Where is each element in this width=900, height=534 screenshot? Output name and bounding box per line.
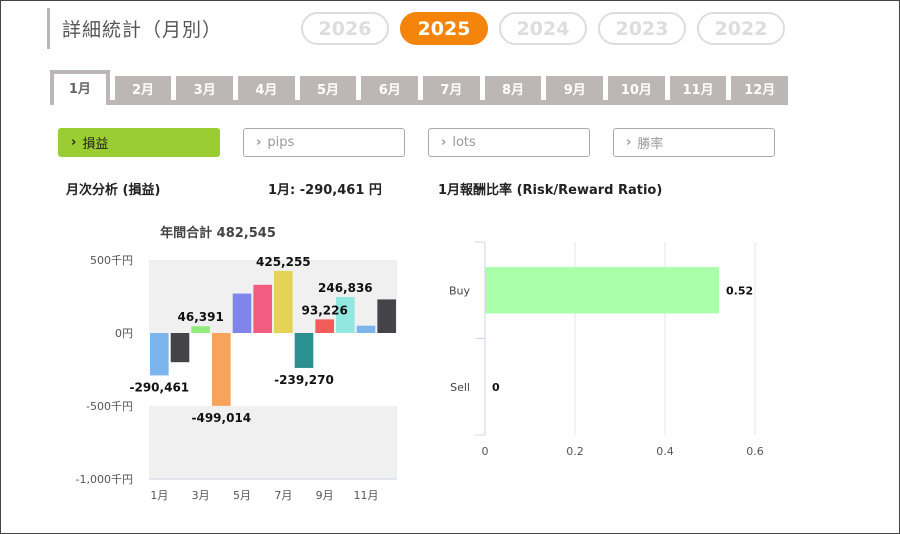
tab-month-6[interactable]: 6月 bbox=[361, 76, 419, 100]
chevron-right-icon: › bbox=[441, 135, 447, 150]
tab-month-10[interactable]: 10月 bbox=[608, 76, 665, 100]
y-tick-label: 500千円 bbox=[90, 254, 133, 267]
bar-3月 bbox=[191, 326, 210, 333]
data-label: -499,014 bbox=[192, 411, 252, 425]
plot-band bbox=[149, 333, 397, 406]
filter-pl-button[interactable]: › 損益 bbox=[58, 128, 220, 157]
bar-12月 bbox=[377, 299, 396, 333]
year-selector: 2026 2025 2024 2023 2022 bbox=[301, 12, 785, 45]
y-tick-label: 0円 bbox=[115, 327, 133, 340]
tab-month-12[interactable]: 12月 bbox=[731, 76, 789, 100]
plot-band bbox=[149, 406, 397, 479]
tab-month-9[interactable]: 9月 bbox=[546, 76, 604, 100]
bar-1月 bbox=[150, 333, 169, 376]
value-label-buy: 0.52 bbox=[726, 284, 753, 297]
month-tabs: 1月 2月 3月 4月 5月 6月 7月 8月 9月 10月 11月 12月 bbox=[50, 70, 789, 105]
bar-7月 bbox=[274, 270, 293, 333]
page-title-wrap: 詳細統計（月別） bbox=[47, 8, 222, 49]
year-button-2024[interactable]: 2024 bbox=[499, 12, 587, 45]
bar-8月 bbox=[294, 333, 314, 368]
tab-month-2[interactable]: 2月 bbox=[114, 76, 172, 100]
filter-winrate-button[interactable]: › 勝率 bbox=[613, 128, 775, 157]
monthly-pl-chart: 年間合計 482,545 500千円 0円 -500千円 -1,000千円 -290,46… bbox=[76, 225, 397, 502]
data-label: 46,391 bbox=[178, 310, 224, 324]
bar-10月 bbox=[336, 296, 355, 333]
filter-label: 勝率 bbox=[637, 137, 664, 152]
data-label: 425,255 bbox=[256, 255, 311, 269]
x-tick-label: 11月 bbox=[354, 489, 379, 502]
chevron-right-icon: › bbox=[256, 135, 262, 150]
x-tick-label: 9月 bbox=[316, 489, 334, 502]
plot-band bbox=[149, 260, 397, 333]
month-value-heading: 1月: -290,461 円 bbox=[268, 183, 382, 198]
tab-month-11[interactable]: 11月 bbox=[669, 76, 727, 100]
bar-2月 bbox=[170, 333, 190, 363]
filter-label: pips bbox=[267, 135, 295, 150]
tab-month-1[interactable]: 1月 bbox=[50, 70, 110, 105]
x-tick-label: 0.2 bbox=[566, 445, 584, 458]
category-label-buy: Buy bbox=[449, 284, 471, 297]
chevron-right-icon: › bbox=[626, 135, 632, 150]
data-label: -290,461 bbox=[130, 380, 190, 394]
monthly-analysis-heading: 月次分析 (損益) bbox=[66, 183, 161, 198]
category-label-sell: Sell bbox=[450, 381, 470, 394]
year-button-2023[interactable]: 2023 bbox=[598, 12, 686, 45]
tab-month-3[interactable]: 3月 bbox=[176, 76, 234, 100]
rr-ratio-chart: 0 0.2 0.4 0.6 Buy 0.52 Sell 0 bbox=[449, 241, 764, 458]
bar-11月 bbox=[356, 325, 376, 333]
data-label: -239,270 bbox=[274, 373, 334, 387]
bar-6月 bbox=[253, 284, 272, 333]
filter-pips-button[interactable]: › pips bbox=[243, 128, 405, 157]
y-tick-label: -1,000千円 bbox=[76, 473, 133, 486]
tab-month-4[interactable]: 4月 bbox=[238, 76, 295, 100]
filter-lots-button[interactable]: › lots bbox=[428, 128, 590, 157]
rr-ratio-heading: 1月報酬比率 (Risk/Reward Ratio) bbox=[438, 183, 663, 198]
filter-label: 損益 bbox=[82, 137, 109, 152]
tab-month-8[interactable]: 8月 bbox=[484, 76, 542, 100]
bar-9月 bbox=[315, 319, 334, 333]
tab-month-5[interactable]: 5月 bbox=[299, 76, 357, 100]
x-tick-label: 3月 bbox=[192, 489, 210, 502]
chart-title: 年間合計 482,545 bbox=[160, 225, 276, 241]
year-button-2026[interactable]: 2026 bbox=[301, 12, 389, 45]
tab-month-7[interactable]: 7月 bbox=[423, 76, 480, 100]
year-button-2022[interactable]: 2022 bbox=[697, 12, 785, 45]
bar-4月 bbox=[212, 333, 231, 406]
x-tick-label: 1月 bbox=[150, 489, 168, 502]
x-tick-label: 0.6 bbox=[746, 445, 764, 458]
page-title: 詳細統計（月別） bbox=[62, 19, 223, 41]
x-tick-label: 7月 bbox=[274, 489, 292, 502]
value-label-sell: 0 bbox=[492, 381, 500, 394]
year-button-2025[interactable]: 2025 bbox=[400, 12, 488, 45]
x-tick-label: 0.4 bbox=[656, 445, 674, 458]
data-label: 93,226 bbox=[302, 303, 348, 317]
filter-label: lots bbox=[452, 135, 476, 150]
y-tick-label: -500千円 bbox=[86, 400, 133, 413]
x-tick-label: 0 bbox=[482, 445, 489, 458]
chevron-right-icon: › bbox=[71, 135, 77, 150]
x-tick-label: 5月 bbox=[233, 489, 251, 502]
data-label: 246,836 bbox=[318, 281, 373, 295]
bar-5月 bbox=[232, 293, 252, 333]
bar-buy bbox=[485, 267, 719, 314]
